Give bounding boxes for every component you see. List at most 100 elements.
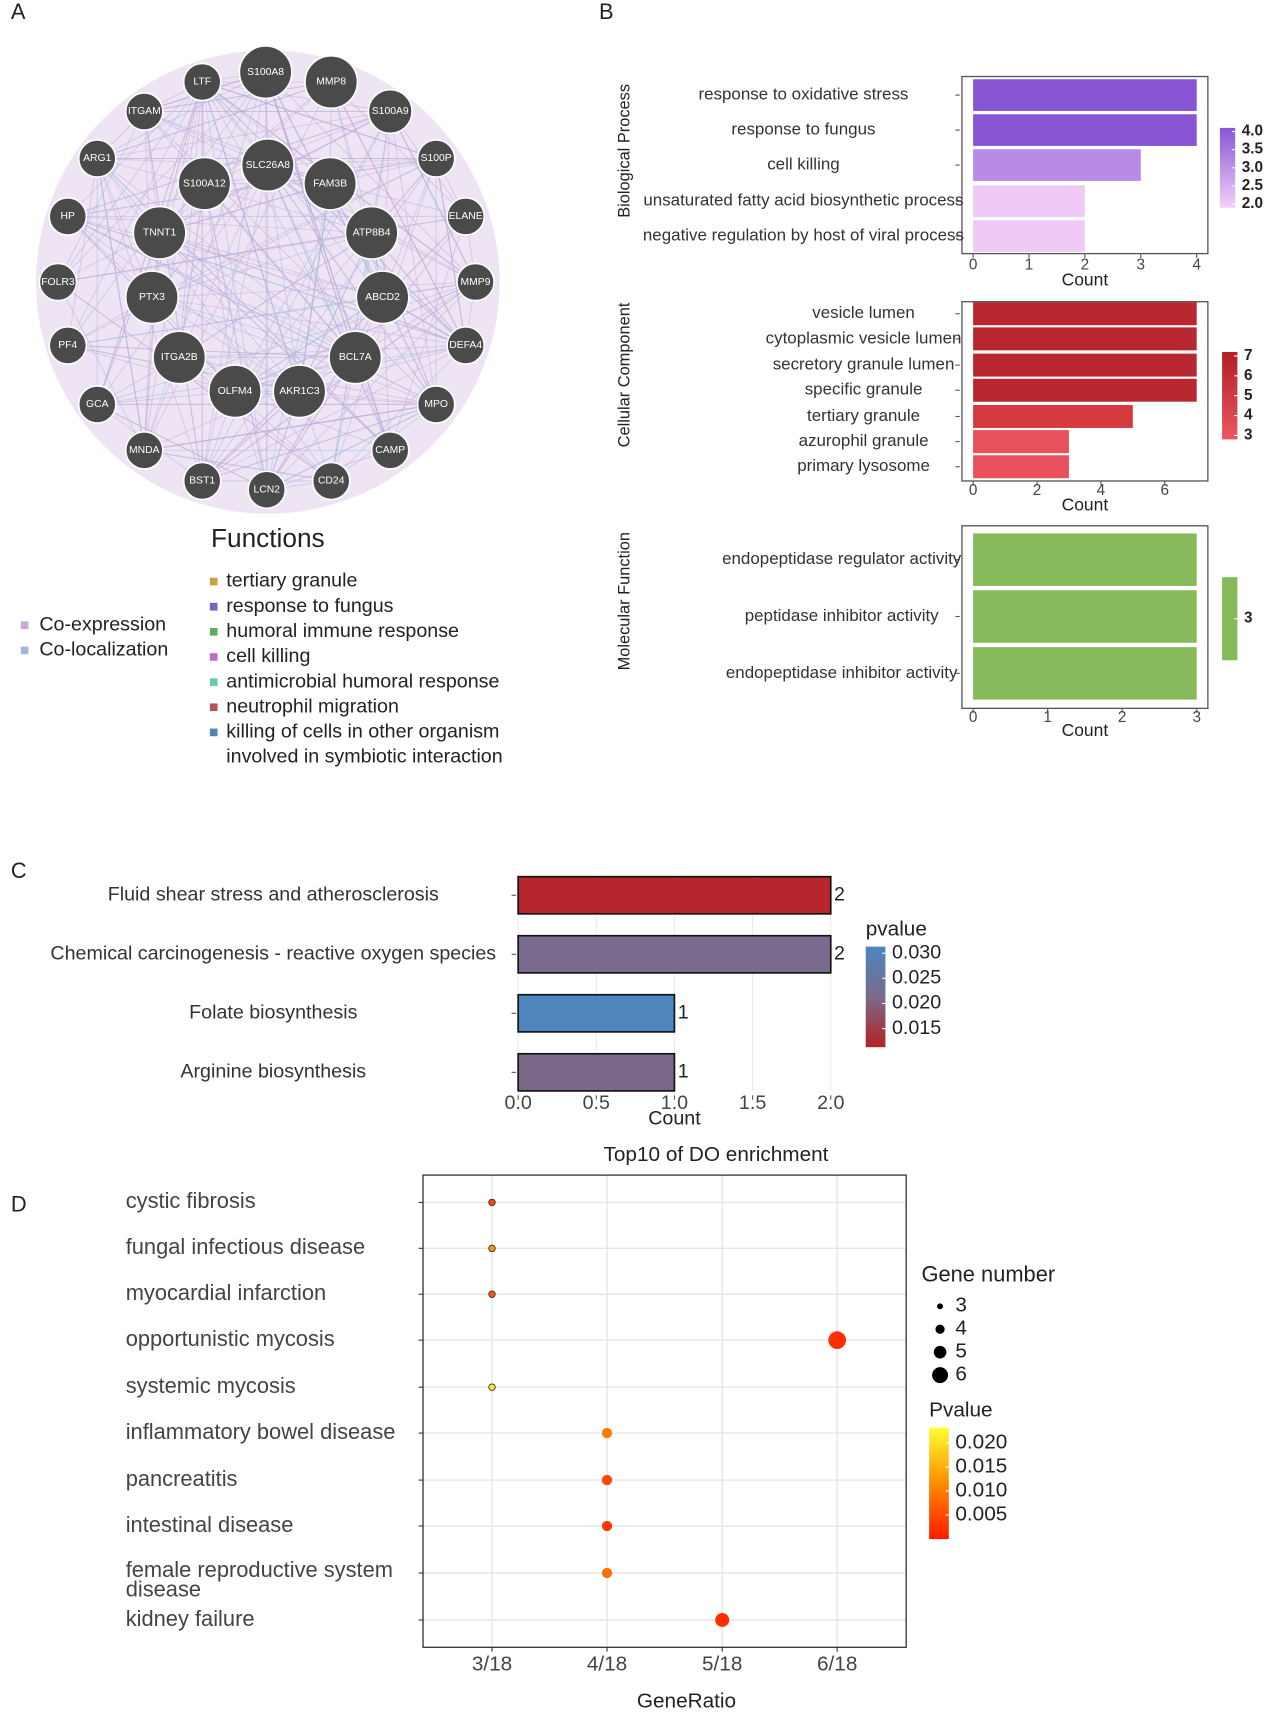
edge <box>389 111 476 283</box>
x-tick-label: 1 <box>1025 257 1034 274</box>
edge <box>267 164 437 405</box>
edge <box>67 110 391 217</box>
edge <box>96 158 391 451</box>
edge <box>67 81 203 217</box>
edge <box>144 403 437 451</box>
x-tick-label: 5/18 <box>702 1652 742 1675</box>
node <box>272 364 327 419</box>
x-tick-label: 3 <box>1192 709 1201 726</box>
edge <box>159 232 356 358</box>
edge <box>266 281 476 491</box>
edge <box>435 158 467 346</box>
edge <box>201 281 476 482</box>
edge <box>234 296 383 392</box>
size-legend-title: Gene number <box>921 1261 1055 1286</box>
dot <box>601 1427 613 1439</box>
colorbar-label: 3.5 <box>1242 141 1264 158</box>
x-axis-title: Count <box>1062 720 1109 740</box>
legend-swatch <box>20 646 29 655</box>
x-tick-label: 0.5 <box>583 1092 610 1114</box>
node-label: OLFM4 <box>218 386 253 397</box>
panel-label: B <box>599 0 614 24</box>
colorbar <box>929 1427 949 1540</box>
edge <box>203 183 268 490</box>
edge <box>96 158 145 451</box>
facet-label: Cellular Component <box>616 302 634 447</box>
edge <box>97 110 391 160</box>
colorbar-label: 4 <box>1244 407 1253 424</box>
legend-label: cell killing <box>226 645 310 667</box>
node <box>132 205 187 260</box>
category-label: myocardial infarction <box>126 1280 326 1305</box>
category-label: inflammatory bowel disease <box>126 1419 396 1444</box>
bar <box>973 647 1197 700</box>
edge <box>143 81 203 451</box>
edge <box>159 183 331 234</box>
edge <box>201 81 268 490</box>
bar <box>973 302 1197 326</box>
edge <box>97 281 476 405</box>
node <box>38 262 78 302</box>
edge <box>201 281 476 482</box>
x-axis-title: GeneRatio <box>637 1689 736 1712</box>
node <box>344 205 399 260</box>
node-label: BCL7A <box>339 352 372 363</box>
edge <box>57 281 332 482</box>
edge <box>67 344 236 392</box>
edge <box>435 158 467 346</box>
category-label: specific granule <box>805 380 923 399</box>
node-label: FOLR3 <box>41 277 75 288</box>
bar <box>973 114 1197 146</box>
colorbar <box>865 946 886 1048</box>
edge <box>298 183 331 392</box>
x-tick-label: 2 <box>1081 257 1090 274</box>
bar <box>973 590 1197 643</box>
node-label: ITGA2B <box>161 352 198 363</box>
edge <box>67 344 356 358</box>
edge <box>67 158 437 346</box>
edge <box>201 72 267 482</box>
size-legend-dot <box>935 1324 945 1334</box>
edge <box>143 232 161 451</box>
edge <box>202 81 391 113</box>
edge <box>201 81 467 346</box>
edge <box>96 158 145 451</box>
edge <box>67 81 203 346</box>
bar <box>973 430 1069 454</box>
node <box>416 139 456 178</box>
edge <box>151 164 269 298</box>
node-label: MMP8 <box>316 77 346 88</box>
edge <box>67 344 356 358</box>
bar <box>973 327 1197 351</box>
x-axis-title: Count <box>648 1108 701 1130</box>
legend-label: tertiary granule <box>226 570 357 592</box>
edge <box>179 344 466 358</box>
edge <box>371 232 437 405</box>
node-label: S100P <box>421 153 452 164</box>
chart-title: Top10 of DO enrichment <box>604 1143 829 1166</box>
edge <box>298 183 331 392</box>
node-label: S100A9 <box>372 106 409 117</box>
edge <box>57 232 372 283</box>
edge <box>178 232 372 358</box>
edge <box>267 164 301 392</box>
edge <box>96 158 391 451</box>
legend-label: response to fungus <box>226 595 393 617</box>
edge <box>159 183 331 234</box>
legend-swatch <box>209 728 218 737</box>
colorbar-label: 7 <box>1244 347 1253 364</box>
edge <box>299 232 373 392</box>
edge <box>178 164 269 358</box>
category-label: negative regulation by host of viral pro… <box>643 226 964 245</box>
edge <box>201 81 331 185</box>
edge <box>299 232 373 392</box>
edge <box>299 344 466 392</box>
text-line: killing of cells in other organism <box>226 721 505 743</box>
node-label: ELANE <box>449 211 483 222</box>
dot <box>601 1520 613 1532</box>
colorbar-label: 3.0 <box>1242 159 1263 176</box>
category-label: fungal infectious disease <box>126 1234 365 1259</box>
edge <box>144 110 331 185</box>
edge <box>201 81 301 392</box>
